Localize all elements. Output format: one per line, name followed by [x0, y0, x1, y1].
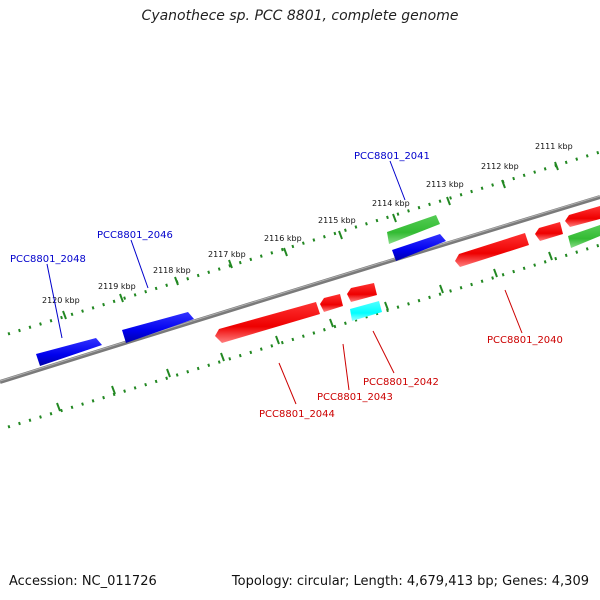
- ruler-label-2120: 2120 kbp: [42, 296, 80, 305]
- upper-ruler: [7, 150, 600, 336]
- genome-backbone: [0, 195, 600, 384]
- ruler-label-2117: 2117 kbp: [208, 250, 246, 259]
- leader-2040: [504, 289, 523, 334]
- genome-summary: Topology: circular; Length: 4,679,413 bp…: [231, 574, 589, 589]
- gene-labels: PCC8801_2048 PCC8801_2046 PCC8801_2041 P…: [10, 151, 563, 420]
- gene-label-2048: PCC8801_2048: [10, 254, 86, 265]
- leader-2044: [278, 362, 297, 405]
- gene-red-right-1[interactable]: [535, 222, 563, 241]
- ruler-label-2116: 2116 kbp: [264, 234, 302, 243]
- gene-rna-upper-2[interactable]: [568, 225, 600, 248]
- gene-red-right-2[interactable]: [565, 206, 600, 227]
- ruler-label-2112: 2112 kbp: [481, 162, 519, 171]
- gene-pcc8801-2048[interactable]: [36, 338, 102, 366]
- gene-pcc8801-2040[interactable]: [455, 233, 529, 267]
- ruler-label-2119: 2119 kbp: [98, 282, 136, 291]
- ruler-label-2114: 2114 kbp: [372, 199, 410, 208]
- gene-pcc8801-2042[interactable]: [347, 283, 377, 302]
- lower-ruler: [7, 243, 600, 429]
- leader-2048: [46, 263, 63, 339]
- gene-label-2044: PCC8801_2044: [259, 409, 335, 420]
- map-title: Cyanothece sp. PCC 8801, complete genome: [141, 8, 459, 24]
- ruler-label-2118: 2118 kbp: [153, 266, 191, 275]
- reverse-genes: [215, 206, 600, 343]
- gene-cyan-feature[interactable]: [350, 301, 382, 321]
- gene-pcc8801-2046[interactable]: [122, 312, 194, 343]
- label-leaders: [46, 160, 523, 405]
- ruler-label-2111: 2111 kbp: [535, 142, 573, 151]
- gene-pcc8801-2041[interactable]: [392, 234, 446, 261]
- gene-pcc8801-2043[interactable]: [320, 294, 343, 312]
- genome-backbone-highlight: [0, 195, 600, 382]
- ruler-labels: 2111 kbp 2112 kbp 2113 kbp 2114 kbp 2115…: [42, 142, 573, 305]
- leader-2046: [130, 239, 149, 289]
- forward-genes: [36, 215, 600, 366]
- gene-label-2046: PCC8801_2046: [97, 230, 173, 241]
- gene-label-2041: PCC8801_2041: [354, 151, 430, 162]
- leader-2042: [372, 330, 395, 374]
- ruler-label-2115: 2115 kbp: [318, 216, 356, 225]
- gene-label-2043: PCC8801_2043: [317, 392, 393, 403]
- gene-label-2040: PCC8801_2040: [487, 335, 563, 346]
- ruler-label-2113: 2113 kbp: [426, 180, 464, 189]
- leader-2043: [342, 343, 350, 391]
- leader-2041: [389, 160, 406, 201]
- gene-label-2042: PCC8801_2042: [363, 377, 439, 388]
- gene-pcc8801-2044[interactable]: [215, 302, 320, 343]
- gene-rna-upper-1[interactable]: [387, 215, 440, 244]
- accession-label: Accession: NC_011726: [9, 574, 157, 589]
